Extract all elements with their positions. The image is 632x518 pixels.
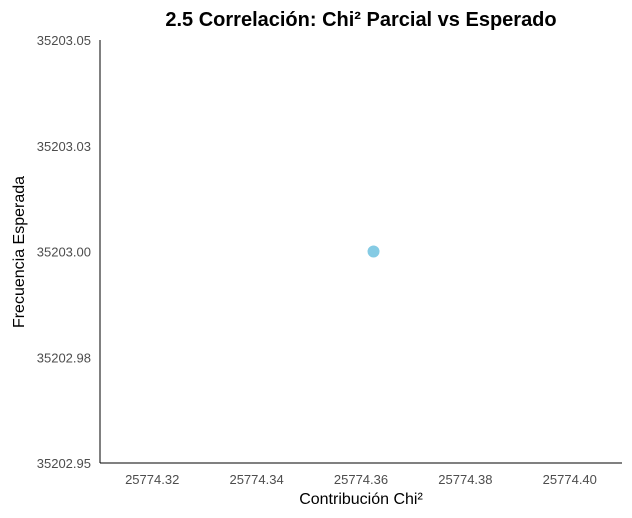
x-axis-label: Contribución Chi² bbox=[299, 491, 423, 508]
y-tick-label: 35203.05 bbox=[37, 33, 91, 48]
x-tick-label: 25774.38 bbox=[438, 472, 492, 487]
y-tick-labels: 35202.95 35202.98 35203.00 35203.03 35203.05 bbox=[37, 33, 91, 471]
x-tick-label: 25774.32 bbox=[125, 472, 179, 487]
data-points bbox=[367, 245, 380, 258]
data-point bbox=[367, 245, 380, 258]
y-tick-label: 35202.98 bbox=[37, 350, 91, 365]
y-tick-label: 35202.95 bbox=[37, 456, 91, 471]
y-tick-label: 35203.03 bbox=[37, 139, 91, 154]
y-axis-label: Frecuencia Esperada bbox=[11, 176, 28, 328]
x-tick-label: 25774.34 bbox=[229, 472, 283, 487]
x-tick-label: 25774.36 bbox=[334, 472, 388, 487]
chart-title: 2.5 Correlación: Chi² Parcial vs Esperad… bbox=[165, 9, 556, 31]
y-tick-label: 35203.00 bbox=[37, 245, 91, 260]
x-tick-labels: 25774.32 25774.34 25774.36 25774.38 25774.40 bbox=[125, 472, 597, 487]
x-tick-label: 25774.40 bbox=[543, 472, 597, 487]
